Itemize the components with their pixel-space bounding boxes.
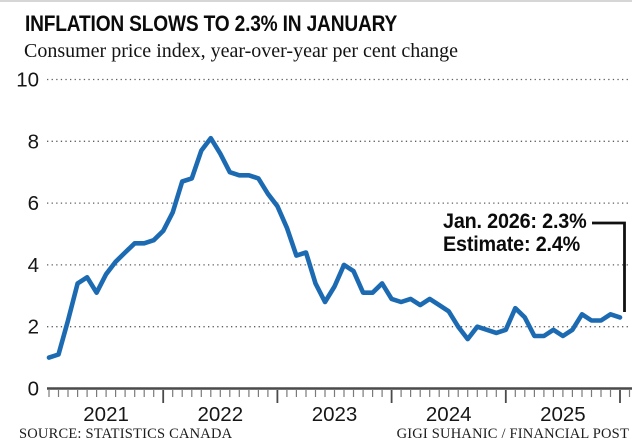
- chart-subtitle: Consumer price index, year-over-year per…: [24, 40, 458, 62]
- x-axis-year-label-2022: 2022: [197, 403, 243, 426]
- y-axis-label-4: 4: [28, 254, 39, 277]
- y-axis-label-8: 8: [28, 130, 39, 153]
- y-axis-label-6: 6: [28, 192, 39, 215]
- annotation-callout-line: [592, 221, 626, 312]
- y-axis-label-10: 10: [16, 69, 39, 92]
- annotation-estimate-value: Estimate: 2.4%: [443, 232, 581, 256]
- annotation-latest-value: Jan. 2026: 2.3%: [443, 209, 587, 233]
- y-axis-label-0: 0: [28, 378, 39, 401]
- x-axis-year-label-2021: 2021: [83, 403, 129, 426]
- annotation-callout-text: Jan. 2026: 2.3% Estimate: 2.4%: [443, 209, 587, 256]
- top-rule-divider: [0, 0, 632, 2]
- cpi-data-line: [46, 135, 623, 360]
- x-axis-year-label-2024: 2024: [426, 403, 472, 426]
- x-axis-year-label-2025: 2025: [540, 403, 586, 426]
- chart-title: INFLATION SLOWS TO 2.3% IN JANUARY: [25, 11, 398, 36]
- byline-credit: GIGI SUHANIC / FINANCIAL POST: [396, 426, 629, 442]
- y-axis-label-2: 2: [28, 316, 39, 339]
- x-axis-year-label-2023: 2023: [312, 403, 358, 426]
- chart-footer: SOURCE: STATISTICS CANADA GIGI SUHANIC /…: [0, 426, 632, 443]
- source-credit: SOURCE: STATISTICS CANADA: [19, 426, 233, 442]
